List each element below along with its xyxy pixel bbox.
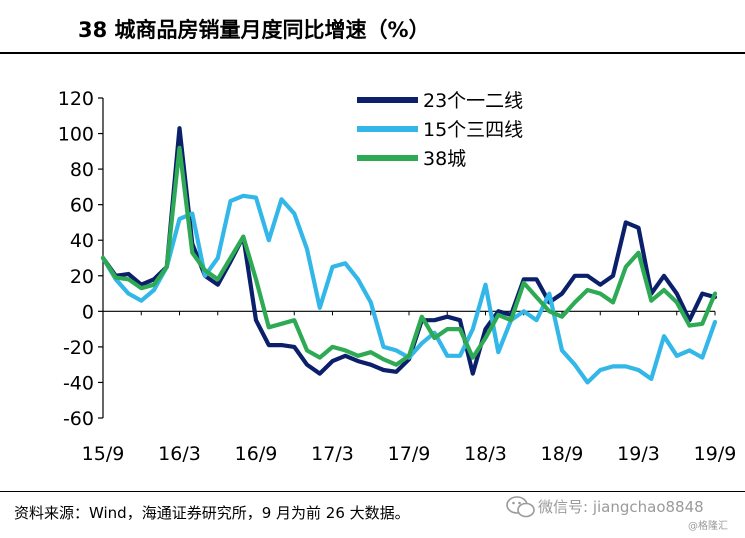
- legend-label-3: 38城: [423, 148, 466, 170]
- chart-axes: -60 -40 -20 0 20 40 60 80 100 120 15/9 16/3 16/9 17/3…: [58, 88, 737, 465]
- chart-legend: 23个一二线 15个三四线 38城: [357, 90, 523, 170]
- y-tick-label: 60: [70, 195, 94, 217]
- y-tick-label: -20: [63, 337, 94, 359]
- y-tick-label: 40: [70, 230, 94, 252]
- y-tick-label: 80: [70, 159, 94, 181]
- y-tick-label: -60: [63, 408, 94, 430]
- line-chart: -60 -40 -20 0 20 40 60 80 100 120 15/9 16/3 16/9 17/3…: [58, 88, 737, 465]
- y-tick-label: -40: [63, 372, 94, 394]
- footer-divider: [0, 491, 745, 492]
- x-tick-label: 19/3: [617, 443, 660, 465]
- x-tick-label: 15/9: [82, 443, 125, 465]
- x-tick-label: 19/9: [694, 443, 737, 465]
- watermark-text: 微信号: jiangchao8848: [538, 498, 704, 516]
- legend-label-2: 15个三四线: [423, 119, 523, 141]
- chart-lines: [100, 126, 718, 385]
- x-tick-label: 16/9: [235, 443, 278, 465]
- wechat-icon: [506, 496, 535, 518]
- y-tick-label: 120: [58, 88, 94, 110]
- x-tick-label: 16/3: [158, 443, 201, 465]
- y-tick-label: 20: [70, 266, 94, 288]
- x-tick-label: 17/9: [388, 443, 431, 465]
- series-line-3: [100, 145, 718, 367]
- legend-label-1: 23个一二线: [423, 90, 523, 112]
- y-tick-label: 0: [82, 301, 94, 323]
- source-note: 资料来源：Wind，海通证券研究所，9 月为前 26 大数据。: [14, 504, 410, 522]
- chart-title: 38 城商品房销量月度同比增速（%）: [78, 18, 430, 42]
- watermark-subtext: @格隆汇: [688, 521, 728, 532]
- x-tick-label: 18/3: [464, 443, 507, 465]
- x-tick-label: 17/3: [311, 443, 354, 465]
- title-divider: [0, 52, 745, 54]
- series-line-1: [100, 126, 718, 376]
- y-tick-label: 100: [58, 124, 94, 146]
- x-tick-label: 18/9: [541, 443, 584, 465]
